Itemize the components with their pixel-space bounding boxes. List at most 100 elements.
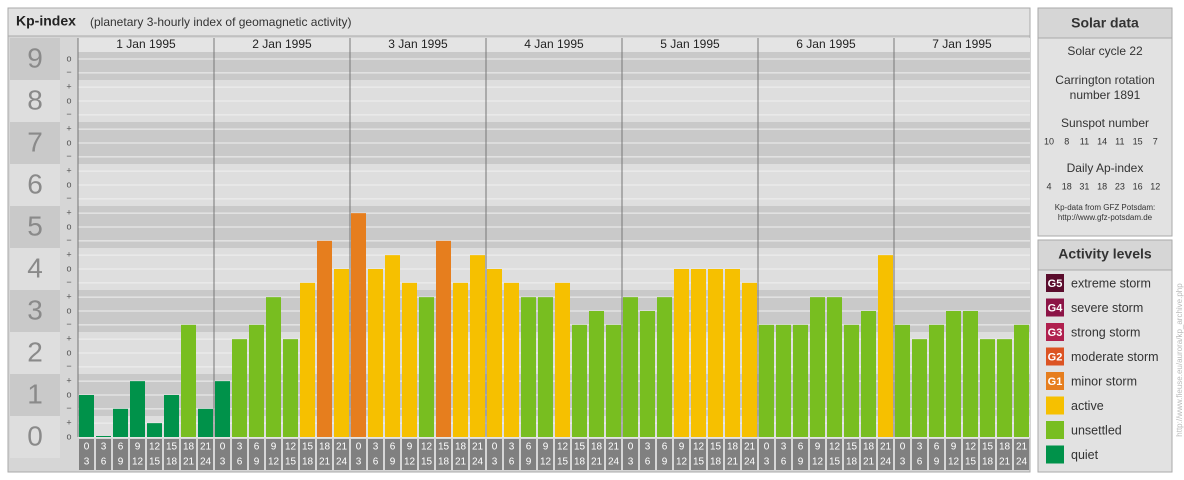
bar xyxy=(79,395,94,437)
x-label-cell xyxy=(810,439,825,470)
x-label-cell xyxy=(912,439,927,470)
x-tick-label: 15 xyxy=(149,457,161,468)
x-label-cell xyxy=(946,439,961,470)
x-tick-label: 18 xyxy=(438,457,450,468)
x-tick-label: 12 xyxy=(557,442,569,453)
minor-tick-label: + xyxy=(66,334,71,344)
level-swatch xyxy=(1046,298,1064,317)
x-label-cell xyxy=(334,439,349,470)
bar xyxy=(538,297,553,437)
x-tick-label: 9 xyxy=(526,457,532,468)
minor-tick-label: + xyxy=(66,250,71,260)
x-label-cell xyxy=(79,439,94,470)
x-tick-label: 0 xyxy=(764,442,770,453)
y-tick-label: 8 xyxy=(27,84,43,115)
bar xyxy=(402,282,417,437)
minor-tick-label: o xyxy=(66,95,71,105)
x-label-cell xyxy=(742,439,757,470)
ap-value: 16 xyxy=(1133,181,1143,191)
y-tick-label: 5 xyxy=(27,210,43,241)
x-label-cell xyxy=(521,439,536,470)
minor-tick-label: − xyxy=(66,319,71,329)
bar xyxy=(708,269,723,437)
level-badge: G3 xyxy=(1048,327,1063,339)
bar xyxy=(487,269,502,437)
x-label-cell xyxy=(708,439,723,470)
minor-tick-label: + xyxy=(66,376,71,386)
y-label-cell xyxy=(10,416,60,458)
x-tick-label: 0 xyxy=(628,442,634,453)
x-tick-label: 3 xyxy=(917,442,923,453)
x-tick-label: 3 xyxy=(492,457,498,468)
ap-value: 4 xyxy=(1046,181,1051,191)
ap-value: 23 xyxy=(1115,181,1125,191)
bar xyxy=(674,269,689,437)
title: Kp-index xyxy=(16,13,76,29)
x-label-cell xyxy=(538,439,553,470)
level-swatch xyxy=(1046,274,1064,292)
x-tick-label: 9 xyxy=(543,442,549,453)
bar xyxy=(980,339,995,437)
x-tick-label: 3 xyxy=(220,457,226,468)
x-tick-label: 18 xyxy=(846,457,858,468)
level-swatch xyxy=(1046,421,1064,439)
y-label-cell xyxy=(10,248,60,290)
day-label: 2 Jan 1995 xyxy=(252,37,312,51)
day-label: 3 Jan 1995 xyxy=(388,37,448,51)
x-label-cell xyxy=(266,439,281,470)
bar xyxy=(759,324,774,437)
x-tick-label: 6 xyxy=(781,457,787,468)
x-tick-label: 15 xyxy=(846,442,858,453)
carrington: number 1891 xyxy=(1070,88,1141,102)
minor-tick-label: − xyxy=(66,361,71,371)
ap-label: Daily Ap-index xyxy=(1067,161,1144,175)
y-label-cell xyxy=(10,164,60,206)
level-badge: G1 xyxy=(1048,376,1063,388)
x-tick-label: 18 xyxy=(183,442,195,453)
bar xyxy=(453,282,468,437)
bar xyxy=(878,255,893,437)
day-label: 7 Jan 1995 xyxy=(932,37,992,51)
bar xyxy=(232,339,247,437)
x-tick-label: 15 xyxy=(285,457,297,468)
x-label-cell xyxy=(657,439,672,470)
x-tick-label: 0 xyxy=(900,442,906,453)
x-tick-label: 12 xyxy=(693,442,705,453)
x-tick-label: 6 xyxy=(934,442,940,453)
x-tick-label: 15 xyxy=(166,442,178,453)
x-tick-label: 9 xyxy=(679,442,685,453)
solar-title-bar xyxy=(1037,7,1173,39)
level-label: strong storm xyxy=(1071,325,1140,339)
watermark: http://www.fieuse.eu/aurora/kp_archive.p… xyxy=(1175,283,1184,437)
x-label-cell xyxy=(776,439,791,470)
bar xyxy=(351,213,366,437)
x-tick-label: 3 xyxy=(373,442,379,453)
x-label-cell xyxy=(623,439,638,470)
title-bar xyxy=(7,7,1031,37)
x-label-cell xyxy=(827,439,842,470)
bar xyxy=(589,311,604,437)
x-tick-label: 9 xyxy=(815,442,821,453)
x-label-cell xyxy=(963,439,978,470)
x-tick-label: 3 xyxy=(509,442,515,453)
bar xyxy=(317,240,332,437)
x-tick-label: 6 xyxy=(254,442,260,453)
x-label-cell xyxy=(606,439,621,470)
x-label-cell xyxy=(419,439,434,470)
level-label: unsettled xyxy=(1071,423,1122,437)
bar xyxy=(997,339,1012,437)
x-label-cell xyxy=(878,439,893,470)
bar xyxy=(929,324,944,437)
minor-tick-label: o xyxy=(66,263,71,273)
x-tick-label: 9 xyxy=(271,442,277,453)
x-label-cell xyxy=(487,439,502,470)
x-tick-label: 6 xyxy=(798,442,804,453)
x-tick-label: 18 xyxy=(982,457,994,468)
x-label-cell xyxy=(130,439,145,470)
sunspot-value: 11 xyxy=(1080,136,1089,146)
x-tick-label: 6 xyxy=(509,457,515,468)
x-tick-label: 9 xyxy=(798,457,804,468)
y-tick-label: 4 xyxy=(27,252,43,283)
bar xyxy=(640,311,655,437)
minor-tick-label: o xyxy=(66,305,71,315)
